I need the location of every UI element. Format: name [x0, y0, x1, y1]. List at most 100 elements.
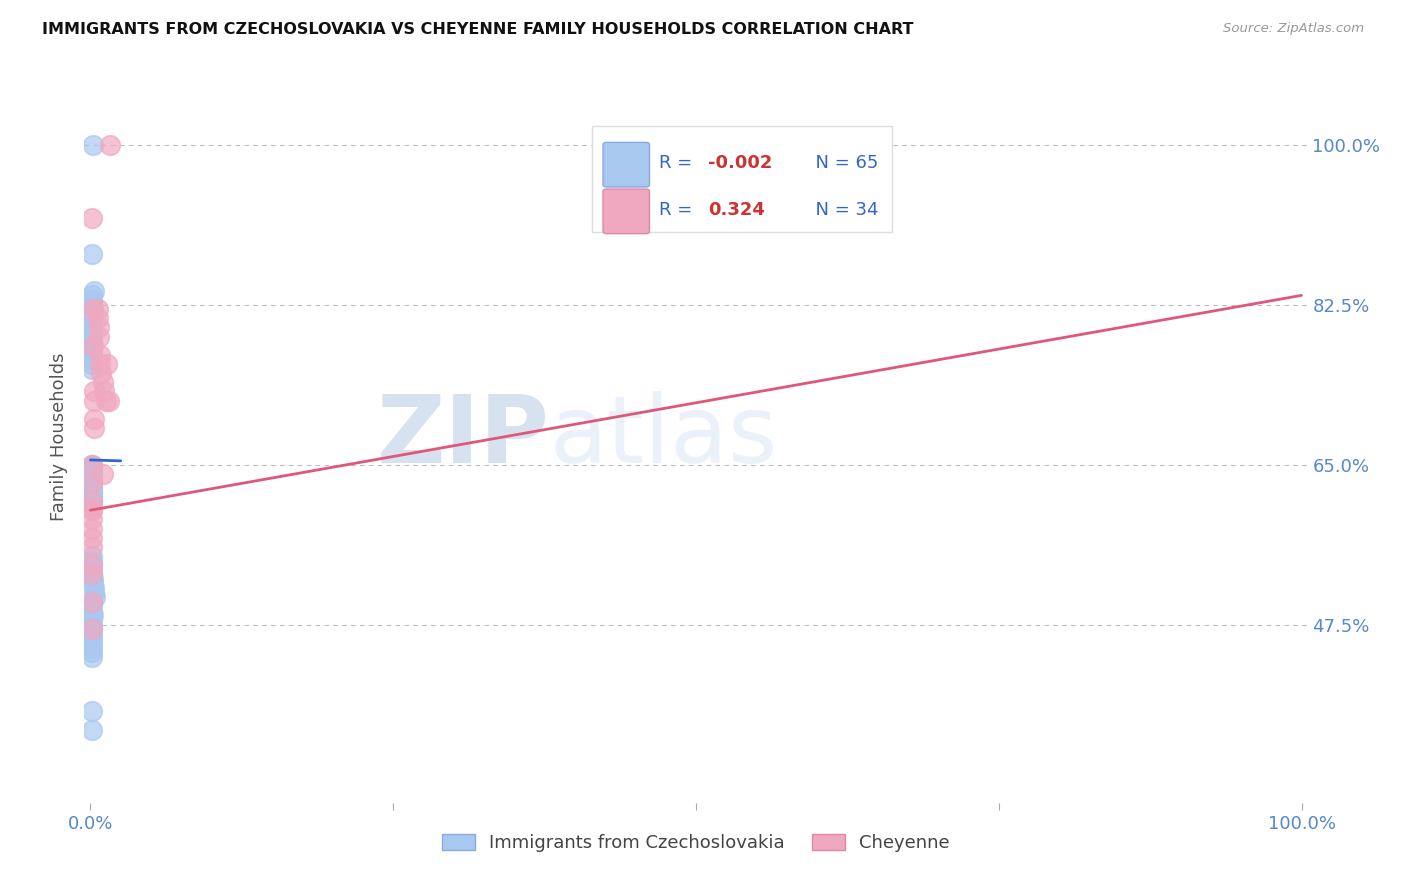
- Point: [80, 617, 103, 632]
- Text: R =: R =: [659, 153, 699, 172]
- Point: [83, 585, 105, 599]
- Point: [80, 558, 103, 573]
- Point: [80, 494, 103, 508]
- Point: [82, 137, 104, 152]
- Point: [80, 325, 103, 339]
- Point: [82, 338, 104, 352]
- Point: [80, 311, 103, 326]
- Point: [80, 567, 103, 582]
- Text: -0.002: -0.002: [709, 153, 772, 172]
- Point: [80, 467, 103, 481]
- Point: [91, 467, 114, 481]
- Point: [86, 301, 108, 317]
- Point: [80, 626, 103, 640]
- Point: [89, 348, 111, 362]
- Point: [82, 307, 104, 321]
- Point: [80, 563, 103, 577]
- Point: [89, 357, 111, 371]
- Point: [80, 632, 103, 646]
- Point: [80, 211, 103, 225]
- Point: [96, 357, 118, 371]
- Point: [80, 293, 103, 307]
- Point: [80, 361, 103, 376]
- Point: [80, 490, 103, 504]
- Point: [80, 247, 103, 261]
- Text: N = 65: N = 65: [804, 153, 877, 172]
- Text: IMMIGRANTS FROM CZECHOSLOVAKIA VS CHEYENNE FAMILY HOUSEHOLDS CORRELATION CHART: IMMIGRANTS FROM CZECHOSLOVAKIA VS CHEYEN…: [42, 22, 914, 37]
- Point: [80, 594, 103, 608]
- Point: [80, 636, 103, 650]
- Point: [80, 471, 103, 485]
- Point: [80, 503, 103, 517]
- Point: [80, 480, 103, 494]
- Point: [80, 288, 103, 302]
- Point: [97, 393, 120, 408]
- Point: [80, 352, 103, 367]
- Point: [80, 297, 103, 311]
- Point: [93, 384, 115, 399]
- Point: [80, 540, 103, 554]
- Text: ZIP: ZIP: [377, 391, 550, 483]
- Point: [82, 576, 104, 591]
- Text: R =: R =: [659, 201, 699, 219]
- Point: [80, 490, 103, 504]
- Point: [80, 348, 103, 362]
- Point: [80, 531, 103, 545]
- Point: [98, 137, 121, 152]
- Point: [86, 311, 108, 326]
- Point: [80, 458, 103, 472]
- Text: Source: ZipAtlas.com: Source: ZipAtlas.com: [1223, 22, 1364, 36]
- Point: [80, 512, 103, 526]
- Point: [82, 608, 104, 623]
- Point: [80, 705, 103, 719]
- Point: [83, 412, 105, 426]
- Text: N = 34: N = 34: [804, 201, 879, 219]
- Point: [80, 343, 103, 358]
- Point: [80, 494, 103, 508]
- Point: [80, 645, 103, 659]
- Point: [80, 499, 103, 513]
- Point: [80, 458, 103, 472]
- Point: [83, 581, 105, 595]
- Point: [83, 284, 105, 298]
- Point: [83, 393, 105, 408]
- Point: [80, 499, 103, 513]
- Point: [96, 393, 118, 408]
- Point: [87, 320, 110, 334]
- Point: [80, 558, 103, 573]
- Point: [80, 480, 103, 494]
- Point: [84, 590, 107, 604]
- Point: [80, 553, 103, 567]
- Point: [82, 301, 104, 317]
- Point: [80, 471, 103, 485]
- Point: [91, 376, 114, 390]
- Point: [80, 467, 103, 481]
- Point: [80, 485, 103, 500]
- Point: [80, 462, 103, 476]
- Y-axis label: Family Households: Family Households: [51, 353, 69, 521]
- Point: [80, 723, 103, 737]
- Point: [80, 458, 103, 472]
- Point: [83, 384, 105, 399]
- Point: [80, 503, 103, 517]
- Point: [80, 329, 103, 343]
- Point: [80, 640, 103, 655]
- Point: [80, 494, 103, 508]
- Point: [80, 475, 103, 490]
- Point: [80, 567, 103, 582]
- Point: [80, 462, 103, 476]
- Point: [80, 521, 103, 535]
- Point: [80, 549, 103, 563]
- Point: [80, 334, 103, 348]
- Legend: Immigrants from Czechoslovakia, Cheyenne: Immigrants from Czechoslovakia, Cheyenne: [434, 827, 957, 860]
- Point: [80, 594, 103, 608]
- Point: [80, 622, 103, 636]
- Point: [87, 329, 110, 343]
- Point: [80, 599, 103, 614]
- Point: [82, 572, 104, 586]
- Point: [80, 622, 103, 636]
- Point: [80, 357, 103, 371]
- Point: [80, 485, 103, 500]
- Point: [90, 366, 112, 380]
- Point: [82, 301, 104, 317]
